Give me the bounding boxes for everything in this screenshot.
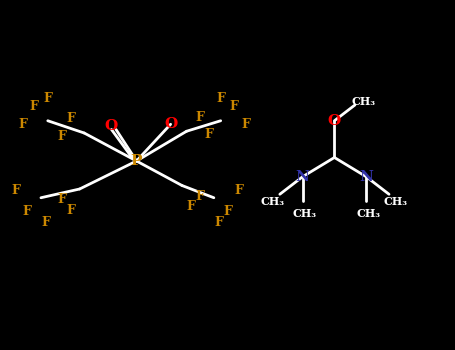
Text: F: F [241,118,250,131]
Text: F: F [187,200,196,213]
Text: P: P [131,154,142,168]
Text: F: F [196,189,205,203]
Text: F: F [57,130,66,143]
Text: F: F [230,100,239,113]
Text: F: F [196,111,205,124]
Text: CH₃: CH₃ [356,208,381,219]
Text: O: O [328,114,341,128]
Text: N: N [359,170,373,184]
Text: CH₃: CH₃ [352,96,376,107]
Text: F: F [57,193,66,206]
Text: CH₃: CH₃ [293,208,317,219]
Text: N: N [296,170,309,184]
Text: F: F [214,216,223,229]
Text: F: F [205,128,214,141]
Text: CH₃: CH₃ [384,196,408,207]
Text: O: O [105,119,118,133]
Text: F: F [66,112,75,126]
Text: F: F [223,205,232,218]
Text: F: F [41,216,50,229]
Text: F: F [23,205,32,218]
Text: F: F [18,118,27,131]
Text: F: F [11,184,20,197]
Text: F: F [43,91,52,105]
Text: F: F [216,91,225,105]
Text: F: F [234,184,243,197]
Text: O: O [164,117,177,131]
Text: CH₃: CH₃ [261,196,285,207]
Text: F: F [66,203,75,217]
Text: F: F [30,100,39,113]
